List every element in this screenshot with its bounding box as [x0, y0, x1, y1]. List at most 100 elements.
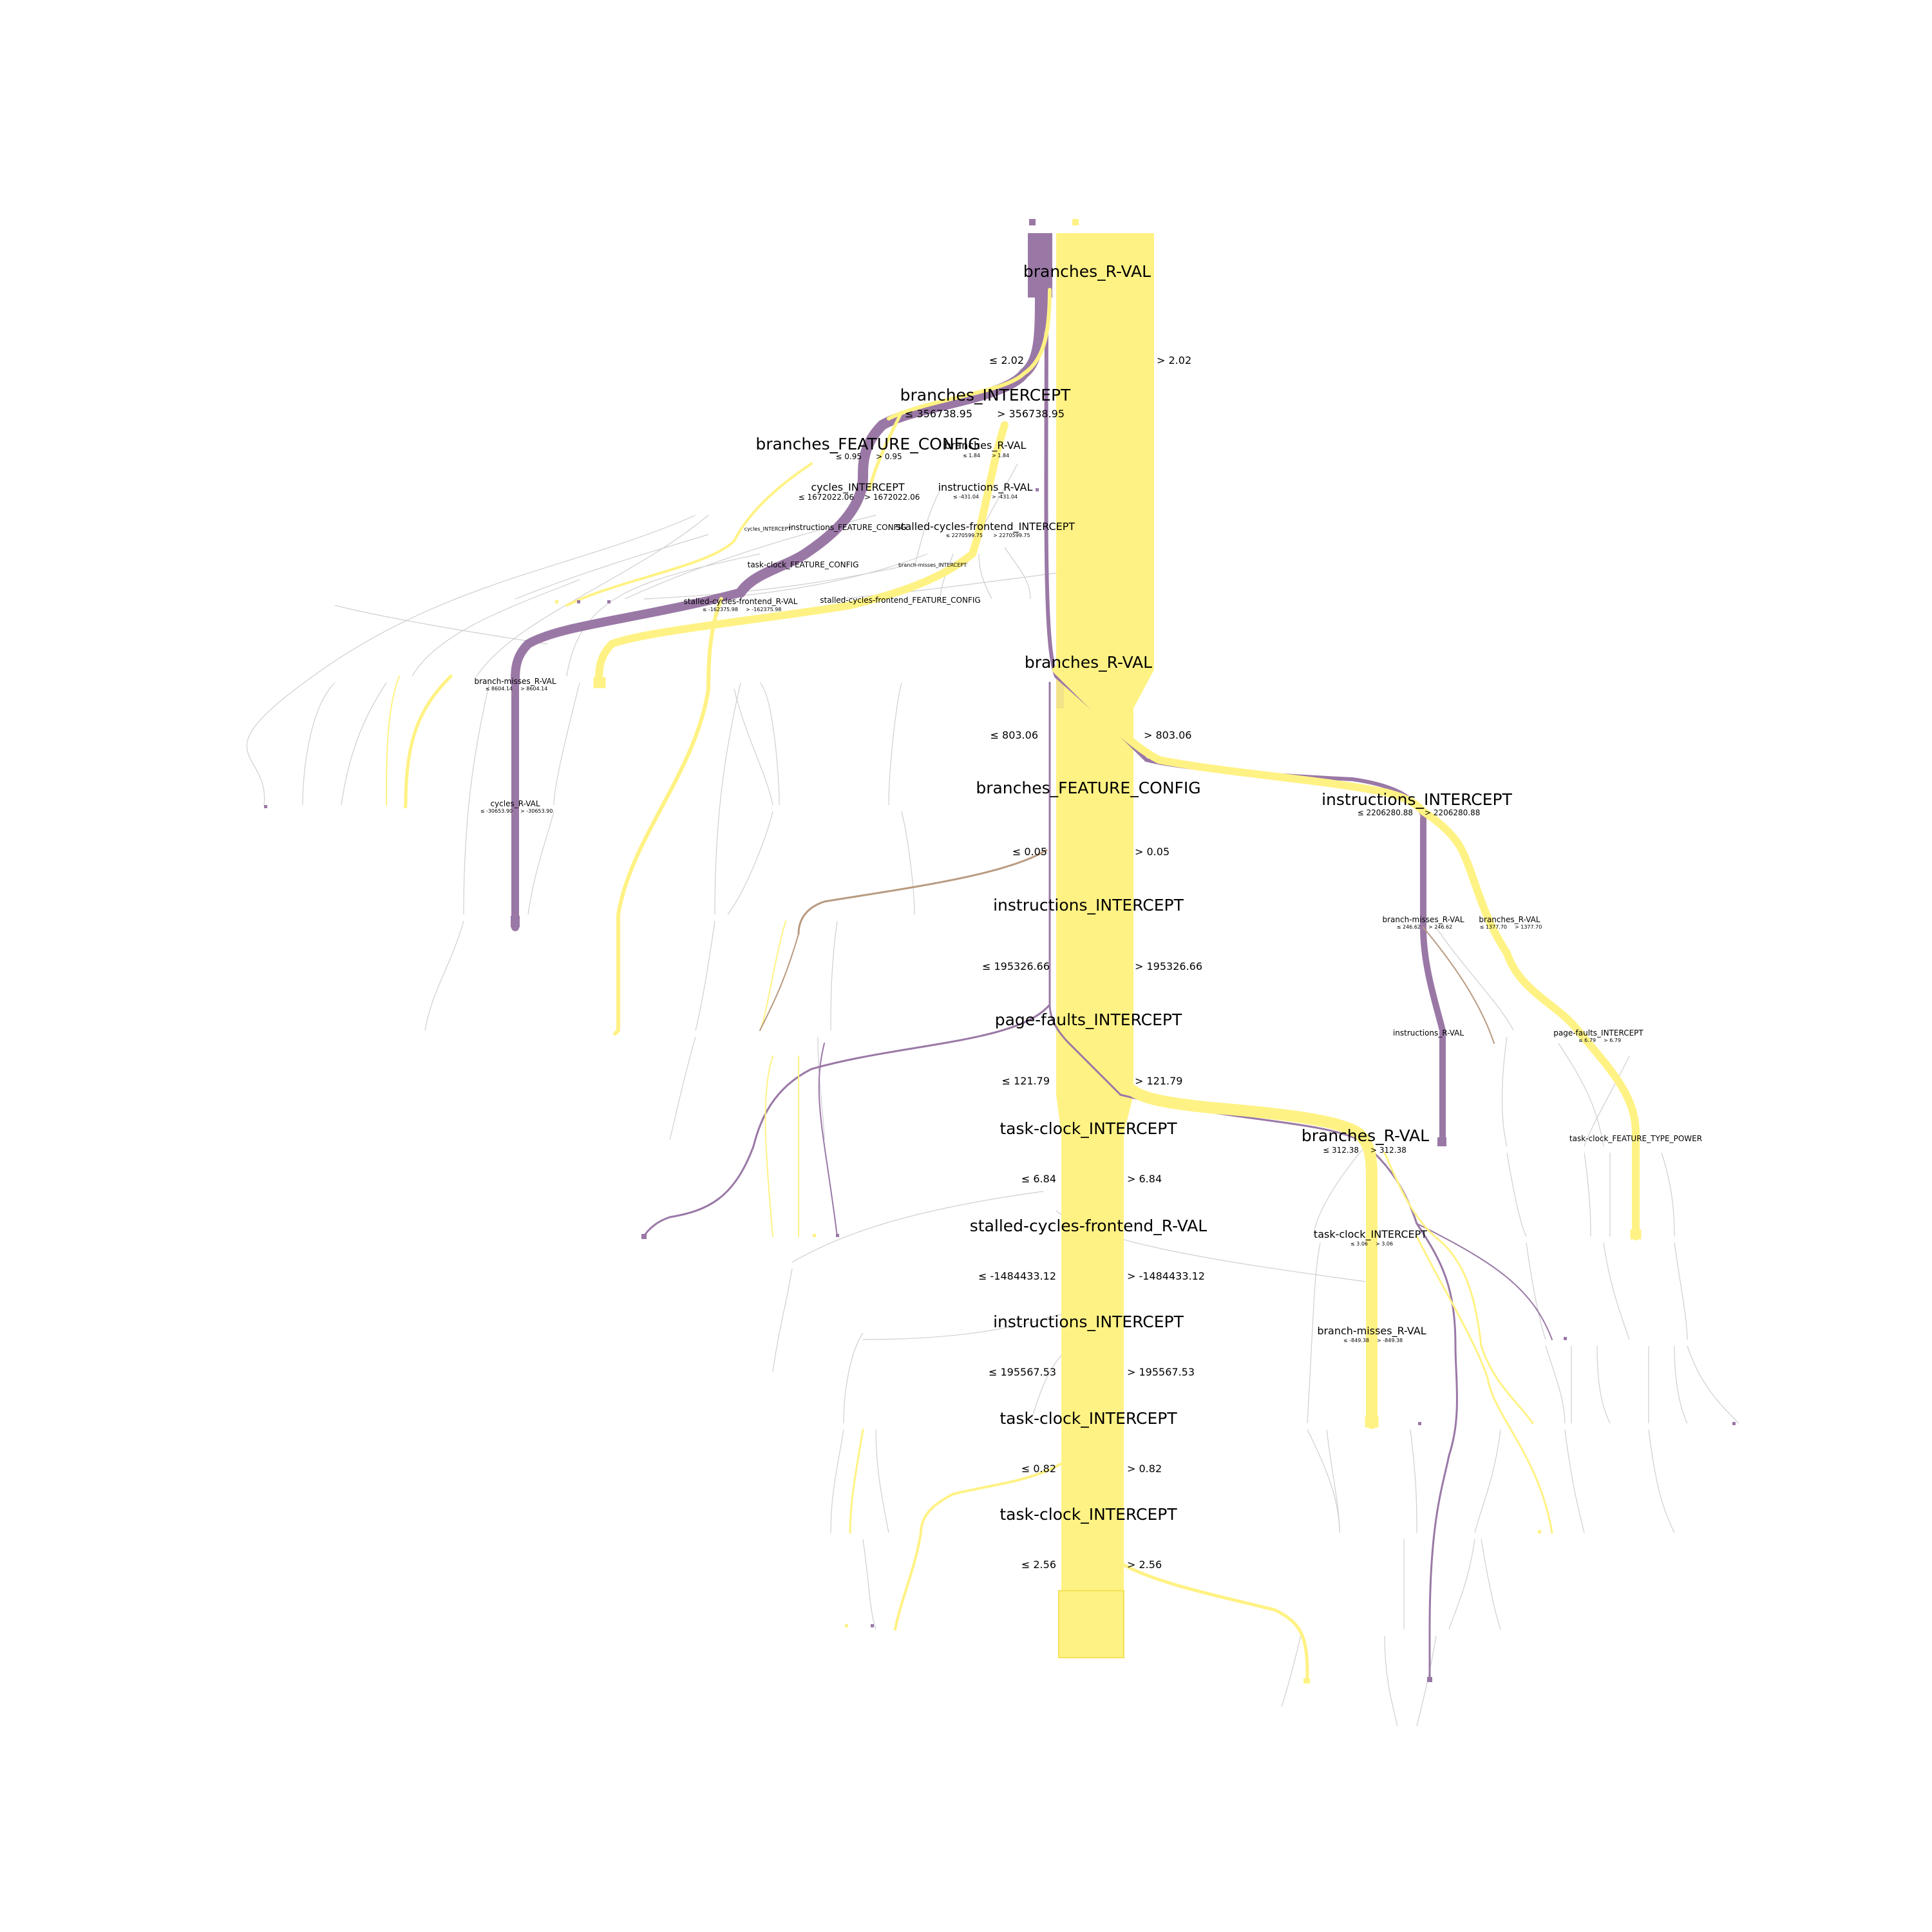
- root-left-threshold: ≤ 2.02: [989, 354, 1024, 366]
- spine-node-7-right: > 0.82: [1127, 1463, 1162, 1475]
- right-node-3-right: > 1377.70: [1515, 924, 1542, 930]
- left-node-5-label: instructions_R-VAL: [938, 481, 1033, 494]
- left-node-14-label: cycles_R-VAL: [490, 799, 540, 808]
- right-node-9-label: branch-misses_R-VAL: [1317, 1325, 1426, 1338]
- left-node-3-label: branches_R-VAL: [945, 439, 1027, 452]
- left-node-5-right: > -431.04: [992, 494, 1018, 500]
- spine-node-0-left: ≤ 803.06: [990, 729, 1038, 741]
- main-spine-flow: [1056, 233, 1154, 1658]
- spine-node-1-right: > 0.05: [1135, 846, 1170, 858]
- leaf-marker: [1418, 1422, 1421, 1425]
- final-leaf-flow-bar: [1058, 1590, 1124, 1658]
- spine-node-0-label: branches_R-VAL: [1025, 653, 1152, 672]
- left-node-11-left: ≤ -162375.98: [703, 607, 738, 612]
- leaf-marker: [607, 600, 611, 603]
- legend-swatch-class-b: [1072, 219, 1079, 225]
- spine-node-5-label: stalled-cycles-frontend_R-VAL: [970, 1217, 1208, 1235]
- left-node-12-label: stalled-cycles-frontend_FEATURE_CONFIG: [820, 596, 980, 605]
- left-node-10-label: branch-misses_INTERCEPT: [898, 562, 967, 568]
- yellow-flow: [386, 288, 1642, 1684]
- root-right-threshold: > 2.02: [1157, 354, 1191, 366]
- spine-node-1-left: ≤ 0.05: [1012, 846, 1047, 858]
- spine-node-5-left: ≤ -1484433.12: [978, 1270, 1056, 1282]
- right-node-8-right: > 3.06: [1376, 1241, 1393, 1247]
- left-node-11-label: stalled-cycles-frontend_R-VAL: [684, 597, 798, 606]
- right-node-5-left: ≤ 6.79: [1578, 1037, 1596, 1043]
- right-node-7-label: task-clock_FEATURE_TYPE_POWER: [1569, 1134, 1702, 1143]
- left-node-1-right: > 356738.95: [997, 408, 1065, 420]
- spine-flow-bar: [1056, 708, 1133, 1095]
- spine-node-6-right: > 195567.53: [1127, 1366, 1195, 1378]
- left-node-8-right: > 2270599.75: [993, 533, 1030, 538]
- legend: [1029, 219, 1079, 225]
- left-node-4-left: ≤ 1672022.06: [799, 493, 854, 502]
- left-node-3-left: ≤ 1.84: [963, 453, 980, 459]
- leaf-marker: [813, 1234, 816, 1237]
- left-node-6-label: cycles_INTERCEPT: [744, 526, 791, 532]
- spine-node-2-right: > 195326.66: [1135, 960, 1202, 972]
- right-node-2-label: branch-misses_R-VAL: [1382, 915, 1464, 924]
- right-node-9-right: > -849.38: [1377, 1338, 1403, 1343]
- leaf-marker: [1732, 1422, 1736, 1425]
- leaf-marker: [1564, 1337, 1567, 1340]
- left-node-13-left: ≤ 8604.14: [486, 686, 513, 692]
- spine-node-3-label: page-faults_INTERCEPT: [995, 1010, 1182, 1029]
- spine-node-2-left: ≤ 195326.66: [982, 960, 1050, 972]
- main-spine-labels: branches_R-VAL ≤ 2.02 > 2.02 branches_R-…: [970, 262, 1208, 1571]
- right-node-1-right: > 2206280.88: [1425, 808, 1480, 817]
- spine-node-8-right: > 2.56: [1127, 1558, 1162, 1571]
- leaf-markers: [264, 488, 1736, 1683]
- right-node-5-label: page-faults_INTERCEPT: [1553, 1028, 1643, 1037]
- right-node-6-right: > 312.38: [1370, 1146, 1406, 1155]
- right-node-9-left: ≤ -849.38: [1343, 1338, 1369, 1343]
- left-node-7-label: instructions_FEATURE_CONFIG: [789, 523, 907, 532]
- leaf-marker: [1036, 488, 1039, 491]
- spine-node-3-left: ≤ 121.79: [1002, 1075, 1050, 1087]
- left-node-2-right: > 0.95: [876, 452, 902, 461]
- right-node-4-label: instructions_R-VAL: [1393, 1028, 1464, 1037]
- left-node-13-right: > 8604.14: [520, 686, 547, 692]
- legend-swatch-class-a: [1029, 219, 1036, 225]
- spine-node-4-left: ≤ 6.84: [1021, 1173, 1056, 1185]
- right-node-8-left: ≤ 3.06: [1350, 1241, 1368, 1247]
- yellow-flow-mid-right: [1118, 1076, 1378, 1429]
- leaf-marker: [1303, 1678, 1310, 1683]
- spine-node-6-label: instructions_INTERCEPT: [993, 1312, 1184, 1331]
- leaf-marker: [1538, 1530, 1541, 1533]
- spine-node-3-right: > 121.79: [1135, 1075, 1182, 1087]
- leaf-marker: [264, 805, 267, 808]
- left-node-11-right: > -162375.98: [746, 607, 781, 612]
- right-node-8-label: task-clock_INTERCEPT: [1314, 1228, 1427, 1241]
- leaf-marker: [845, 1624, 848, 1627]
- right-node-6-label: branches_R-VAL: [1302, 1126, 1429, 1145]
- spine-node-1-label: branches_FEATURE_CONFIG: [976, 779, 1200, 797]
- left-node-4-label: cycles_INTERCEPT: [811, 481, 905, 494]
- left-node-1-left: ≤ 356738.95: [905, 408, 972, 420]
- right-subtree-labels: instructions_INTERCEPT ≤ 2206280.88 > 22…: [1302, 790, 1702, 1343]
- spine-node-5-right: > -1484433.12: [1127, 1270, 1205, 1282]
- spine-node-0-right: > 803.06: [1144, 729, 1191, 741]
- left-node-13-label: branch-misses_R-VAL: [474, 677, 556, 686]
- left-subtree-labels: branches_INTERCEPT ≤ 356738.95 > 356738.…: [474, 386, 1075, 814]
- leaf-marker: [836, 1234, 839, 1237]
- right-node-5-right: > 6.79: [1604, 1037, 1621, 1043]
- left-node-5-left: ≤ -431.04: [953, 494, 979, 500]
- root-flow-bar: [1056, 233, 1154, 671]
- spine-node-2-label: instructions_INTERCEPT: [993, 896, 1184, 914]
- spine-node-8-left: ≤ 2.56: [1021, 1558, 1056, 1571]
- leaf-marker: [871, 1624, 874, 1627]
- spine-node-4-label: task-clock_INTERCEPT: [999, 1119, 1177, 1138]
- leaf-marker: [555, 600, 558, 603]
- left-node-1-label: branches_INTERCEPT: [900, 386, 1071, 404]
- right-node-1-label: instructions_INTERCEPT: [1321, 790, 1512, 809]
- background-links: [246, 463, 1739, 1727]
- left-node-8-label: stalled-cycles-frontend_INTERCEPT: [896, 520, 1075, 533]
- leaf-marker: [404, 805, 407, 808]
- mixed-flow: [759, 849, 1495, 1044]
- right-node-3-label: branches_R-VAL: [1479, 915, 1540, 924]
- left-node-2-label: branches_FEATURE_CONFIG: [755, 435, 980, 453]
- yellow-flow-left-subtree: [887, 288, 1052, 421]
- spine-node-7-label: task-clock_INTERCEPT: [999, 1409, 1177, 1428]
- left-node-14-left: ≤ -30653.90: [480, 808, 513, 814]
